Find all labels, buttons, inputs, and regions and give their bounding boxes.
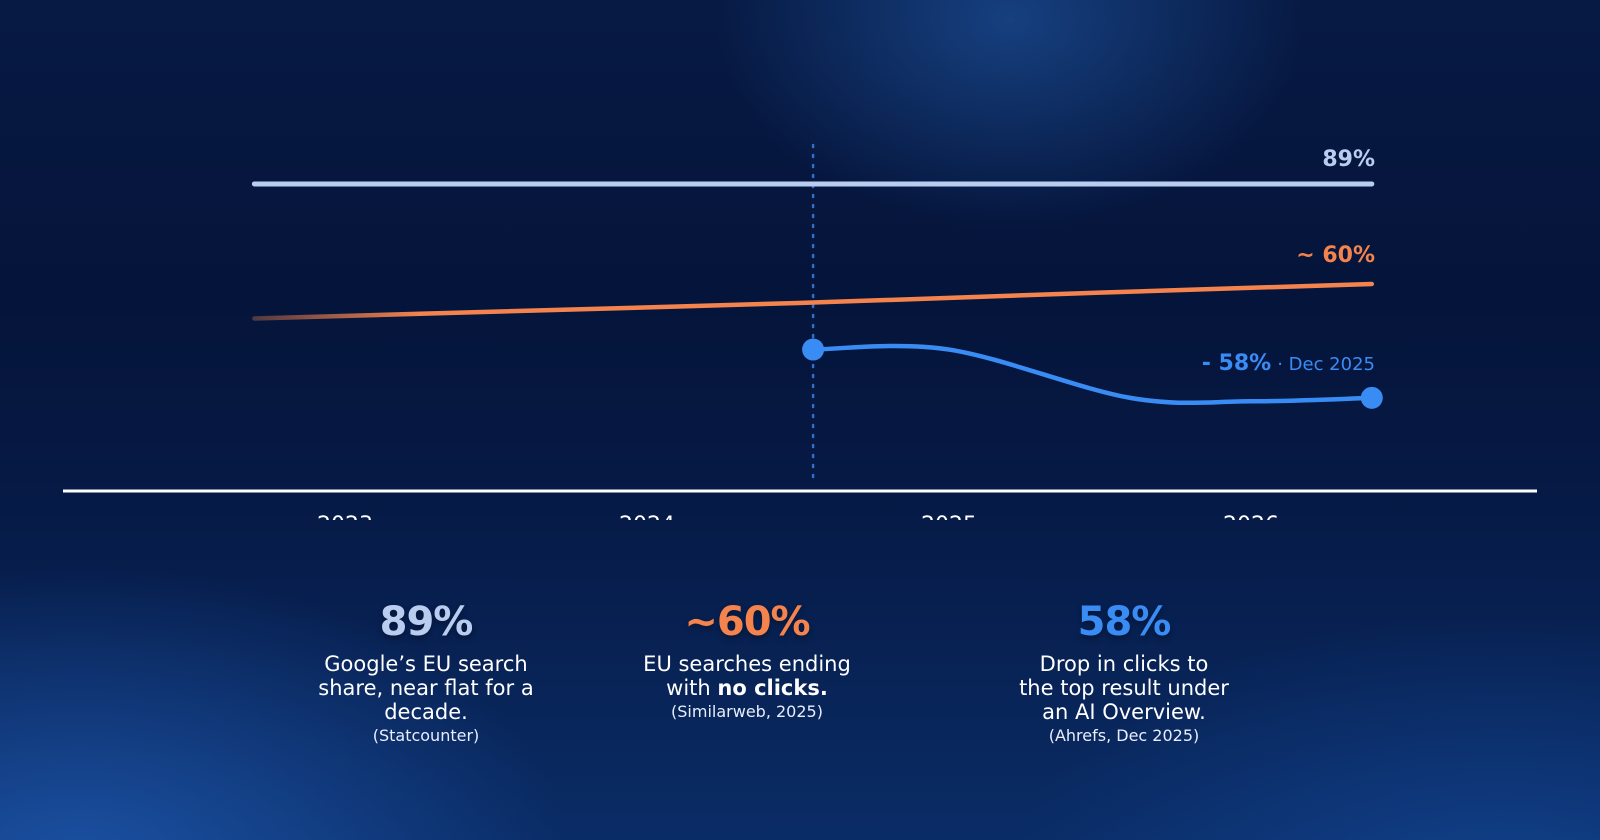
series-end-value: ~ 60% [1296,243,1375,268]
stat-zero-click: ~60% EU searches ending with no clicks. … [597,598,897,724]
series-end-value: 89% [1322,147,1375,172]
stat-source: (Statcounter) [372,726,480,745]
stat-value: 58% [1077,599,1172,645]
stat-description-line: share, near flat for a [318,676,534,700]
stat-description-line: decade. [384,700,468,724]
stat-description: Drop in clicks to the top result under a… [974,652,1274,724]
stat-google-share: 89% Google’s EU search share, near flat … [276,598,576,748]
stat-description-line: an AI Overview. [1042,700,1206,724]
x-tick-label: 2026 [1223,513,1279,520]
stat-description-line: the top result under [1019,676,1229,700]
series-end-note: · Dec 2025 [1277,354,1375,375]
line-chart: 2023 2024 2025 2026 89% ~ 60% - 58% · Dec 2025 [63,143,1537,520]
series-end-label: 89% [1322,147,1375,172]
series-point-start [802,338,825,361]
stat-description-line: EU searches ending [643,652,851,676]
stat-source: (Similarweb, 2025) [671,702,823,721]
stat-description-line: with no clicks. [597,676,897,700]
x-tick-label: 2023 [317,513,373,520]
stat-description-emphasis: no clicks. [717,676,828,700]
series-end-label: - 58% · Dec 2025 [1202,351,1375,376]
stat-value: 89% [379,599,474,645]
series-point-end [1360,386,1383,409]
stat-source: (Ahrefs, Dec 2025) [1048,726,1200,745]
series-end-label: ~ 60% [1296,243,1375,268]
series-line-ctr_drop [810,343,1375,406]
x-tick-label: 2025 [921,513,977,520]
stat-description: EU searches ending with no clicks. [597,652,897,700]
stat-description-text: with [666,676,718,700]
stat-ctr-drop: 58% Drop in clicks to the top result und… [974,598,1274,748]
stat-value: ~60% [684,599,810,645]
stat-description: Google’s EU search share, near flat for … [276,652,576,724]
series-line-zero_click [252,281,1375,321]
stat-description-line: Drop in clicks to [1039,652,1209,676]
series-end-value: - 58% [1202,351,1271,376]
stat-description-line: Google’s EU search [324,652,528,676]
x-tick-label: 2024 [619,513,675,520]
